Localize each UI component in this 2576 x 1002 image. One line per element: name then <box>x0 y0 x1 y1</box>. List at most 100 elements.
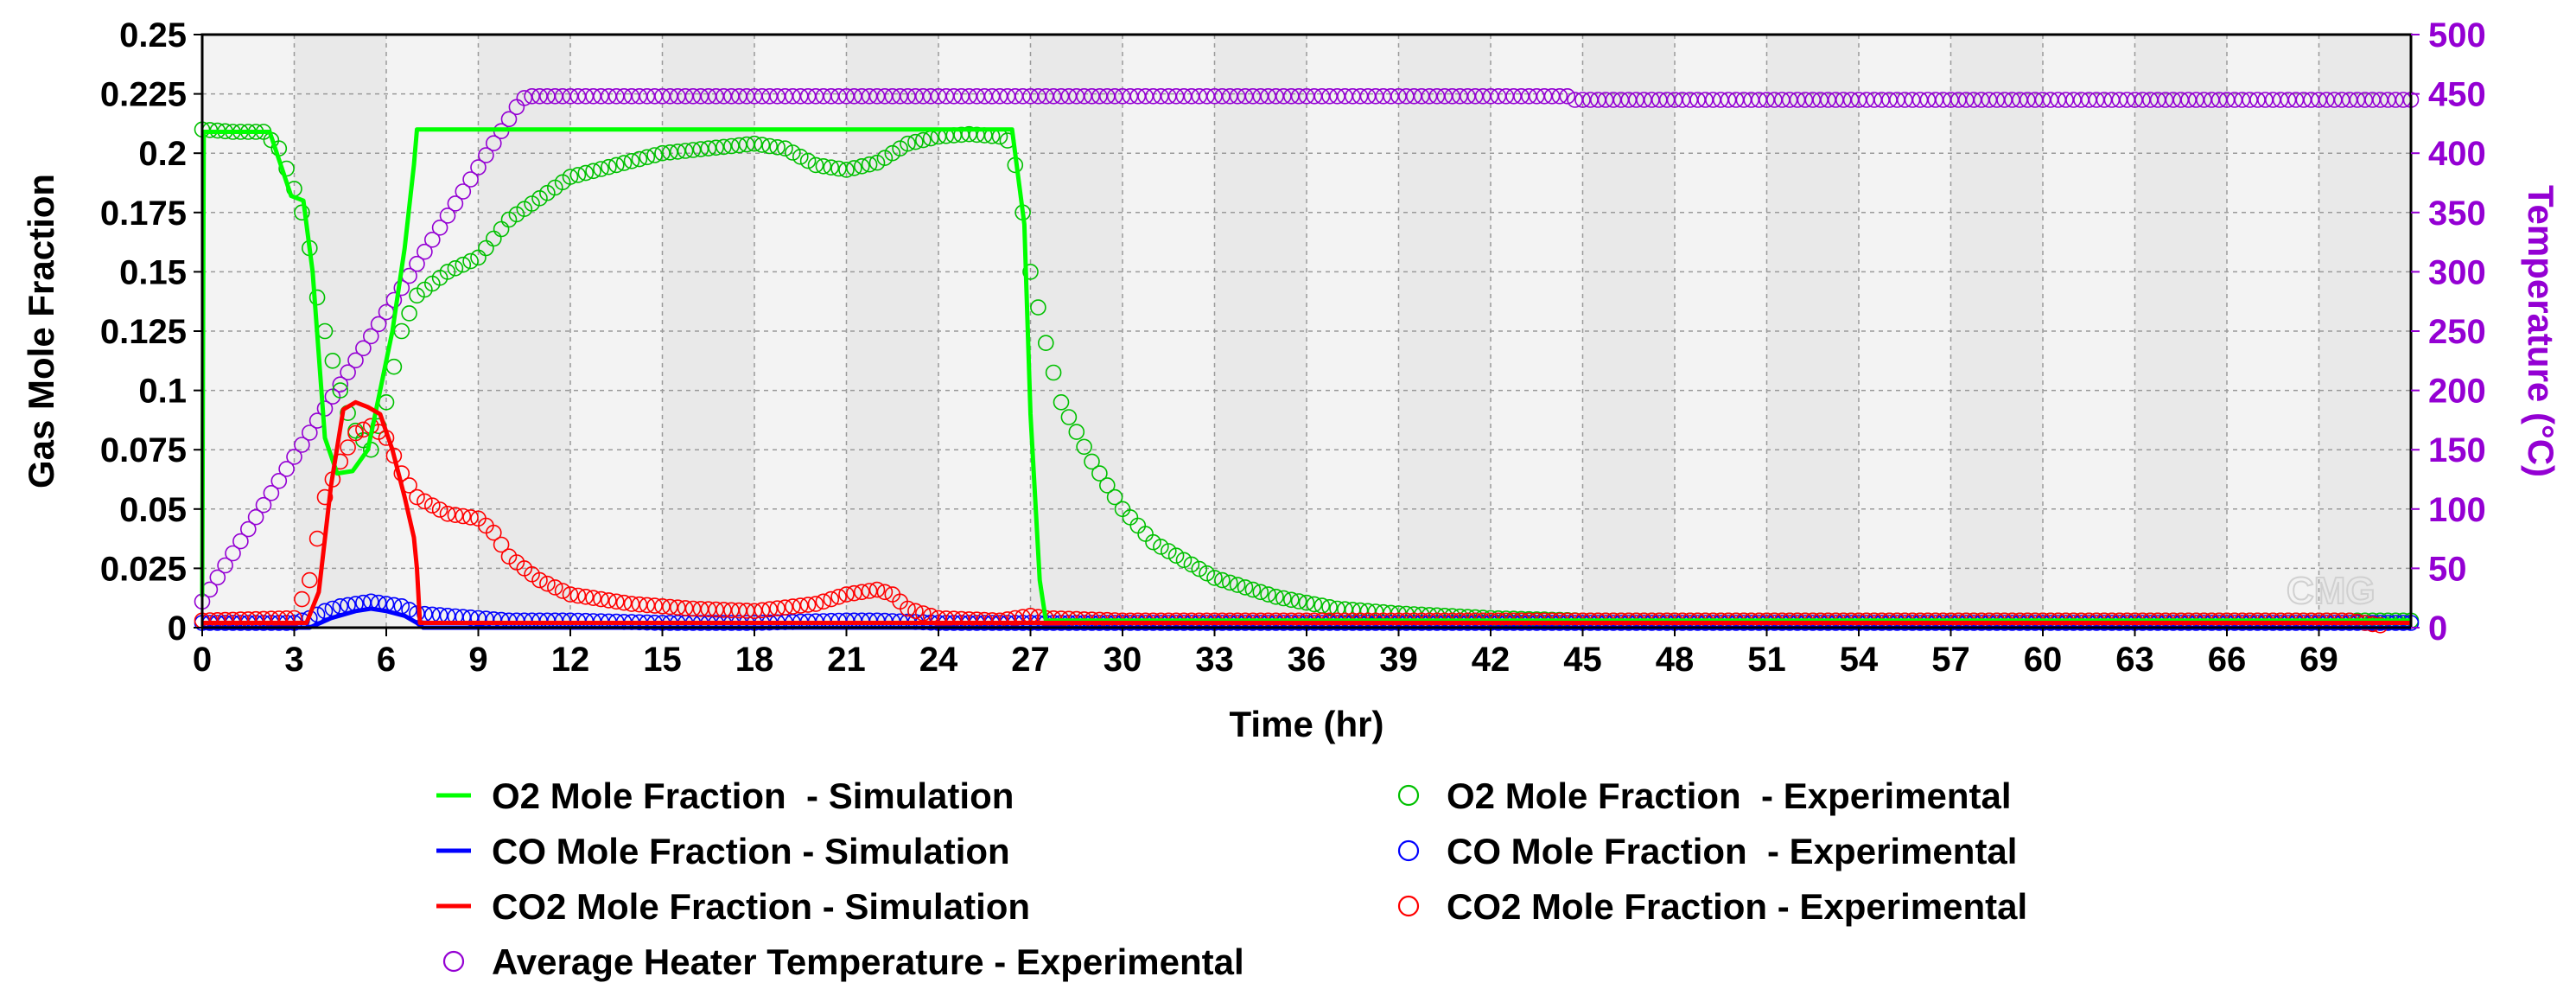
data-point <box>723 137 740 155</box>
data-point <box>554 88 571 105</box>
x-tick-label: 69 <box>2299 641 2338 679</box>
data-point <box>907 603 924 620</box>
data-point <box>853 158 870 175</box>
data-point <box>823 590 840 608</box>
x-tick-label: 18 <box>735 641 774 679</box>
data-point <box>546 579 563 596</box>
data-point <box>516 90 533 106</box>
data-point <box>1536 88 1553 105</box>
x-tick-label: 15 <box>643 641 682 679</box>
data-point <box>716 602 732 618</box>
data-point <box>1045 364 1062 381</box>
data-point <box>830 588 847 605</box>
x-tick-label: 57 <box>1931 641 1970 679</box>
data-point <box>861 583 878 599</box>
data-point <box>1689 92 1706 108</box>
data-point <box>1191 560 1208 578</box>
data-point <box>900 135 916 152</box>
data-point <box>340 439 356 456</box>
data-point <box>846 584 862 602</box>
data-point <box>823 159 840 176</box>
data-point <box>1084 88 1100 105</box>
data-point <box>439 505 456 522</box>
legend-item-co-mole-fraction-experimental: CO Mole Fraction - Experimental <box>1397 831 2017 871</box>
data-point <box>623 153 640 169</box>
data-point <box>470 159 487 176</box>
x-tick-label: 54 <box>1840 641 1879 679</box>
data-point <box>684 142 702 158</box>
data-point <box>554 583 571 599</box>
legend-item-co2-mole-fraction-experimental: CO2 Mole Fraction - Experimental <box>1397 886 2027 927</box>
data-point <box>1513 88 1530 105</box>
series-line <box>202 606 2411 630</box>
data-point <box>654 597 671 615</box>
y2-tick-label: 500 <box>2428 16 2486 54</box>
legend-item-co-mole-fraction-simulation: CO Mole Fraction - Simulation <box>436 831 1010 871</box>
series-line <box>200 127 2411 623</box>
x-tick-label: 63 <box>2115 641 2154 679</box>
x-tick-label: 3 <box>284 641 303 679</box>
x-tick-label: 21 <box>827 641 866 679</box>
y2-tick-label: 300 <box>2428 253 2486 291</box>
x-tick-label: 39 <box>1379 641 1418 679</box>
data-point <box>1290 593 1307 609</box>
data-point <box>1345 602 1361 618</box>
data-point <box>324 352 341 369</box>
data-point <box>708 601 724 618</box>
data-point <box>585 88 601 105</box>
y-tick-label: 0.25 <box>119 16 187 54</box>
data-point <box>1466 88 1484 105</box>
legend-label: CO2 Mole Fraction - Experimental <box>1447 886 2027 927</box>
data-point <box>239 520 257 538</box>
data-point <box>677 88 694 105</box>
data-point <box>340 364 356 381</box>
data-point <box>677 143 694 159</box>
data-point <box>577 588 595 605</box>
data-point <box>754 602 771 619</box>
data-point <box>2372 616 2388 634</box>
data-point <box>708 139 724 156</box>
data-point <box>777 140 793 156</box>
data-point <box>577 164 595 182</box>
data-point <box>1145 88 1161 105</box>
data-point <box>1137 88 1154 105</box>
data-point <box>861 88 878 105</box>
data-point <box>631 150 648 168</box>
data-point <box>1359 88 1377 105</box>
data-point <box>2341 92 2358 108</box>
data-point <box>692 141 709 157</box>
data-point <box>1244 581 1262 598</box>
data-point <box>716 138 732 156</box>
series-line <box>202 399 2411 625</box>
data-point <box>562 169 579 185</box>
data-point <box>607 593 625 610</box>
data-point <box>1229 577 1246 593</box>
data-point <box>1053 393 1070 411</box>
data-point <box>1850 92 1867 108</box>
data-point <box>2157 92 2174 108</box>
data-point <box>991 88 1008 105</box>
data-point <box>1030 299 1046 316</box>
data-point <box>754 137 771 153</box>
data-point <box>1352 602 1369 619</box>
data-point <box>2127 92 2143 108</box>
data-point <box>1658 92 1676 108</box>
data-point <box>1290 88 1307 105</box>
data-point <box>861 156 878 173</box>
data-point <box>332 376 349 393</box>
data-point <box>423 231 441 248</box>
data-point <box>807 156 824 174</box>
data-point <box>1973 92 1990 108</box>
x-tick-label: 48 <box>1656 641 1695 679</box>
data-point <box>209 569 226 586</box>
data-point <box>1237 88 1254 105</box>
data-point <box>1099 477 1116 494</box>
data-point <box>1666 92 1683 108</box>
data-point <box>677 600 694 616</box>
data-point <box>1352 88 1369 105</box>
data-point <box>1383 88 1399 105</box>
data-point <box>1206 570 1223 586</box>
y2-tick-label: 350 <box>2428 195 2486 233</box>
data-point <box>455 183 472 200</box>
data-point <box>1106 488 1123 506</box>
